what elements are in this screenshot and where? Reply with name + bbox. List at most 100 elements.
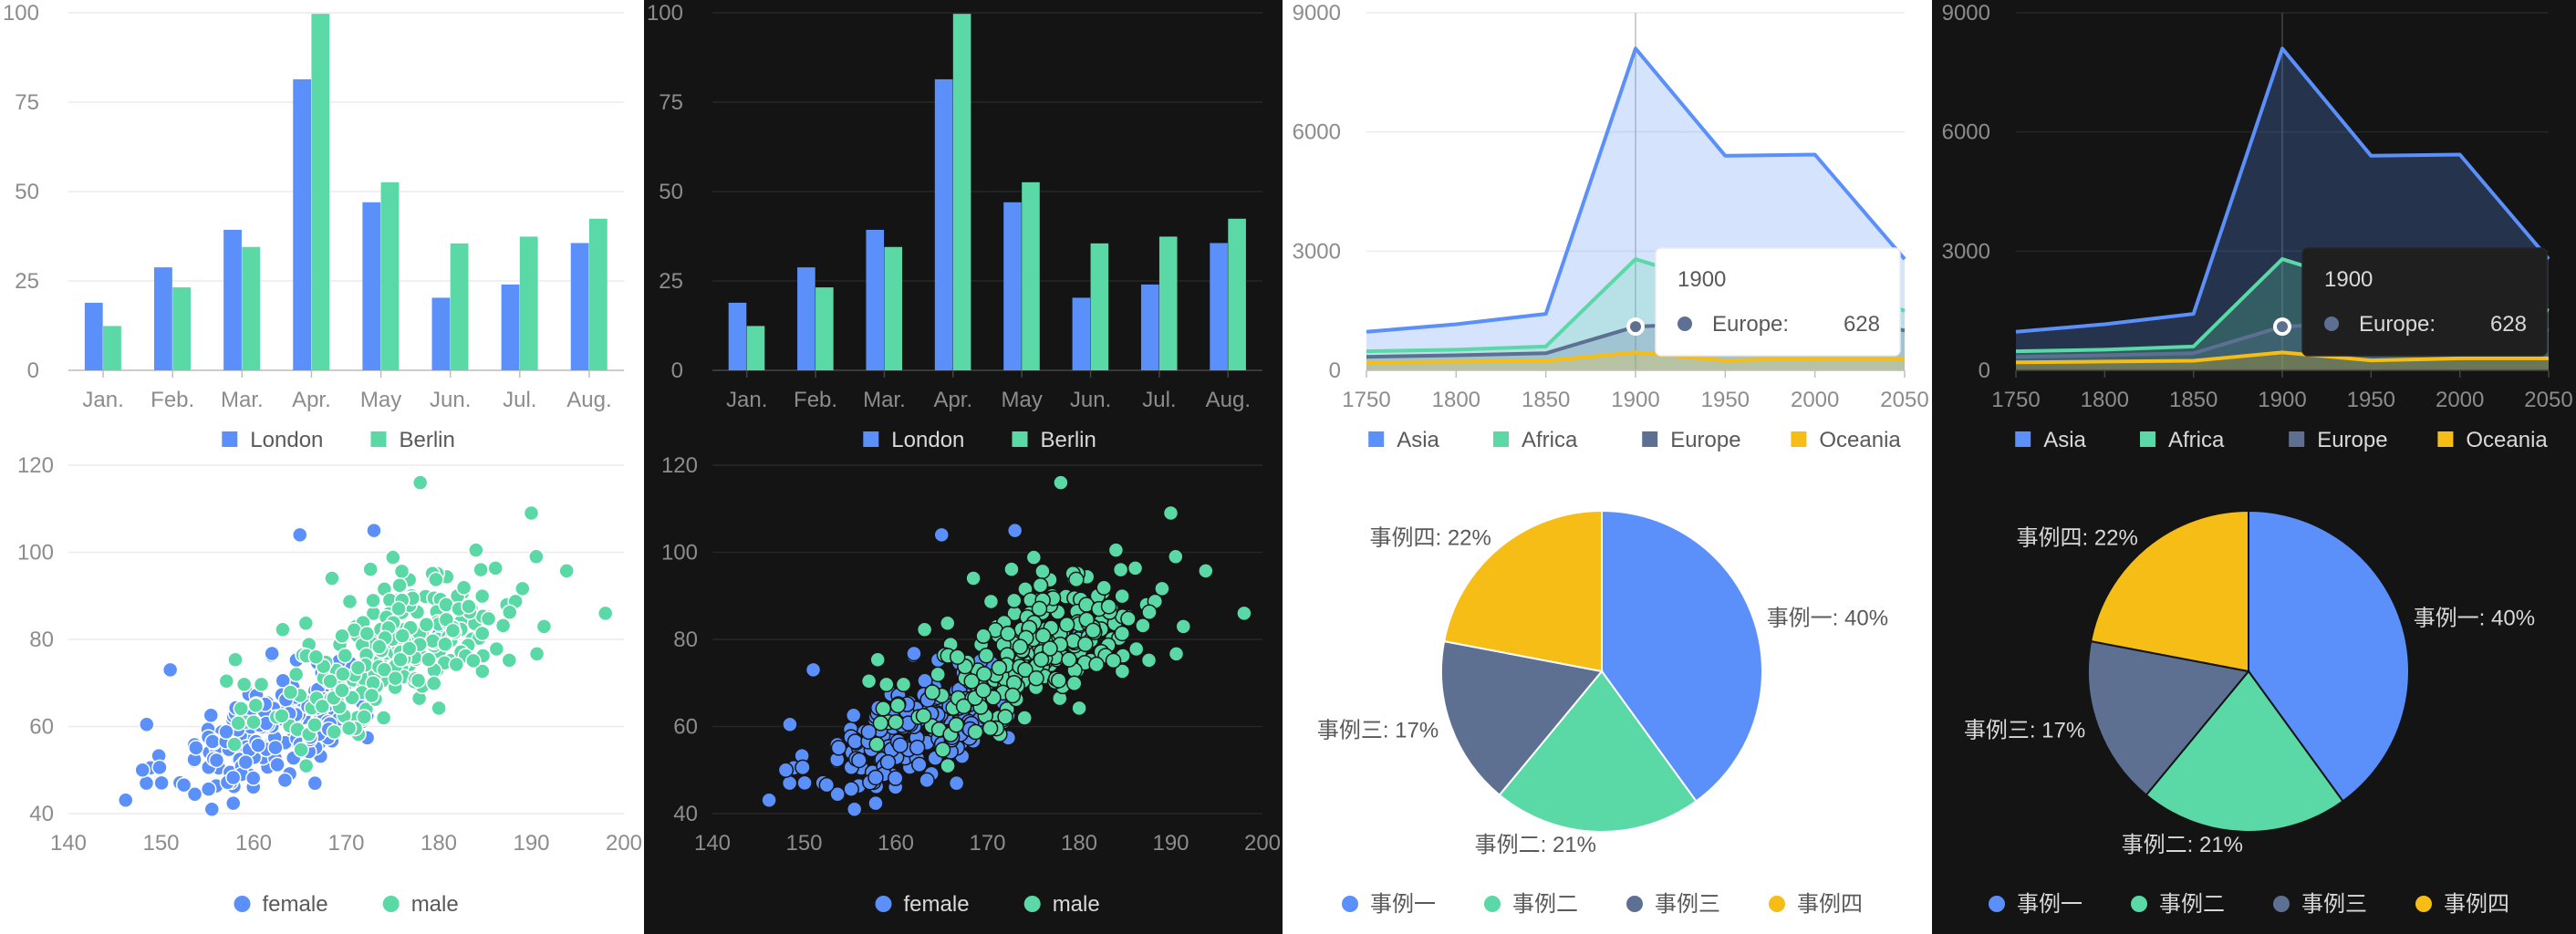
point-male[interactable] bbox=[218, 672, 235, 690]
point-female[interactable] bbox=[306, 774, 324, 792]
point-male[interactable] bbox=[868, 736, 886, 752]
legend-item-3[interactable]: 事例三 bbox=[1626, 892, 1720, 917]
point-male[interactable] bbox=[287, 666, 305, 683]
legend-item-2[interactable]: 事例二 bbox=[2131, 892, 2225, 917]
point-female[interactable] bbox=[366, 522, 382, 539]
point-male[interactable] bbox=[468, 542, 484, 558]
point-male[interactable] bbox=[418, 616, 435, 633]
pie-slice-2[interactable] bbox=[2145, 669, 2344, 833]
active-point[interactable] bbox=[1626, 317, 1645, 337]
point-male[interactable] bbox=[597, 605, 614, 622]
point-female[interactable] bbox=[818, 776, 836, 794]
point-male[interactable] bbox=[340, 720, 358, 737]
point-male[interactable] bbox=[869, 651, 886, 668]
point-male[interactable] bbox=[930, 666, 946, 683]
point-male[interactable] bbox=[1175, 618, 1192, 635]
point-female[interactable] bbox=[186, 786, 203, 803]
point-female[interactable] bbox=[892, 737, 909, 753]
point-male[interactable] bbox=[1168, 646, 1185, 662]
point-male[interactable] bbox=[949, 649, 966, 665]
point-male[interactable] bbox=[997, 709, 1013, 725]
point-male[interactable] bbox=[400, 640, 418, 657]
point-male[interactable] bbox=[335, 666, 351, 682]
point-male[interactable] bbox=[428, 571, 444, 588]
bar-london[interactable] bbox=[153, 267, 172, 370]
point-male[interactable] bbox=[1031, 600, 1048, 617]
point-male[interactable] bbox=[1077, 636, 1094, 653]
point-female[interactable] bbox=[200, 781, 217, 797]
point-female[interactable] bbox=[269, 756, 286, 773]
point-male[interactable] bbox=[1127, 560, 1144, 576]
bar-london[interactable] bbox=[866, 229, 885, 370]
point-male[interactable] bbox=[473, 561, 489, 578]
legend-item-1[interactable]: Asia bbox=[2015, 428, 2087, 452]
point-male[interactable] bbox=[1114, 625, 1131, 642]
point-male[interactable] bbox=[514, 580, 531, 597]
point-female[interactable] bbox=[292, 526, 308, 544]
legend-item-2[interactable]: male bbox=[1023, 892, 1100, 917]
bar-london[interactable] bbox=[293, 78, 312, 371]
point-female[interactable] bbox=[188, 740, 204, 756]
point-male[interactable] bbox=[1000, 625, 1016, 642]
legend-item-1[interactable]: female bbox=[234, 892, 328, 917]
point-male[interactable] bbox=[1032, 576, 1049, 594]
point-female[interactable] bbox=[151, 759, 168, 776]
bar-london[interactable] bbox=[797, 267, 815, 370]
bar-berlin[interactable] bbox=[1228, 218, 1246, 370]
point-female[interactable] bbox=[919, 772, 935, 789]
legend-item-3[interactable]: 事例三 bbox=[2273, 892, 2367, 917]
active-point[interactable] bbox=[2273, 317, 2291, 337]
legend-item-1[interactable]: 事例一 bbox=[1342, 892, 1436, 917]
point-male[interactable] bbox=[1012, 638, 1029, 655]
bar-london[interactable] bbox=[934, 78, 953, 371]
point-male[interactable] bbox=[1034, 628, 1052, 644]
legend-item-4[interactable]: 事例四 bbox=[1769, 892, 1863, 917]
point-male[interactable] bbox=[1105, 652, 1122, 669]
point-male[interactable] bbox=[431, 700, 447, 717]
point-male[interactable] bbox=[371, 638, 388, 655]
point-female[interactable] bbox=[204, 733, 221, 750]
point-male[interactable] bbox=[245, 713, 262, 731]
point-female[interactable] bbox=[796, 774, 813, 792]
point-male[interactable] bbox=[982, 720, 999, 737]
point-male[interactable] bbox=[227, 651, 244, 668]
point-male[interactable] bbox=[385, 549, 401, 566]
point-male[interactable] bbox=[233, 700, 249, 717]
bar-london[interactable] bbox=[728, 302, 747, 370]
point-male[interactable] bbox=[1061, 651, 1077, 668]
point-male[interactable] bbox=[411, 474, 429, 491]
point-female[interactable] bbox=[829, 786, 846, 803]
point-male[interactable] bbox=[473, 587, 491, 605]
point-female[interactable] bbox=[134, 762, 151, 778]
point-male[interactable] bbox=[975, 628, 992, 645]
bar-london[interactable] bbox=[223, 229, 242, 370]
point-male[interactable] bbox=[444, 622, 462, 639]
point-female[interactable] bbox=[781, 774, 798, 792]
legend-item-4[interactable]: Oceania bbox=[2437, 428, 2548, 452]
bar-london[interactable] bbox=[1003, 202, 1022, 370]
point-male[interactable] bbox=[297, 615, 315, 631]
point-female[interactable] bbox=[948, 774, 965, 792]
point-male[interactable] bbox=[461, 598, 477, 615]
point-male[interactable] bbox=[1114, 587, 1130, 605]
point-female[interactable] bbox=[795, 759, 811, 776]
pie-slice-2[interactable] bbox=[1498, 669, 1698, 833]
line-oceania[interactable] bbox=[1366, 350, 1905, 365]
point-male[interactable] bbox=[358, 625, 376, 642]
point-male[interactable] bbox=[392, 651, 409, 668]
point-male[interactable] bbox=[365, 592, 381, 609]
point-male[interactable] bbox=[394, 628, 410, 644]
point-male[interactable] bbox=[924, 684, 940, 700]
bar-london[interactable] bbox=[84, 302, 103, 370]
point-male[interactable] bbox=[889, 697, 907, 714]
point-female[interactable] bbox=[138, 774, 155, 792]
pie-slice-1[interactable] bbox=[2248, 509, 2410, 803]
point-male[interactable] bbox=[455, 579, 473, 597]
point-male[interactable] bbox=[1198, 563, 1214, 579]
legend-item-2[interactable]: male bbox=[382, 892, 459, 917]
point-female[interactable] bbox=[906, 645, 922, 662]
point-male[interactable] bbox=[1068, 571, 1085, 588]
point-male[interactable] bbox=[1033, 651, 1050, 668]
bar-london[interactable] bbox=[1210, 243, 1228, 370]
point-male[interactable] bbox=[1114, 663, 1131, 680]
